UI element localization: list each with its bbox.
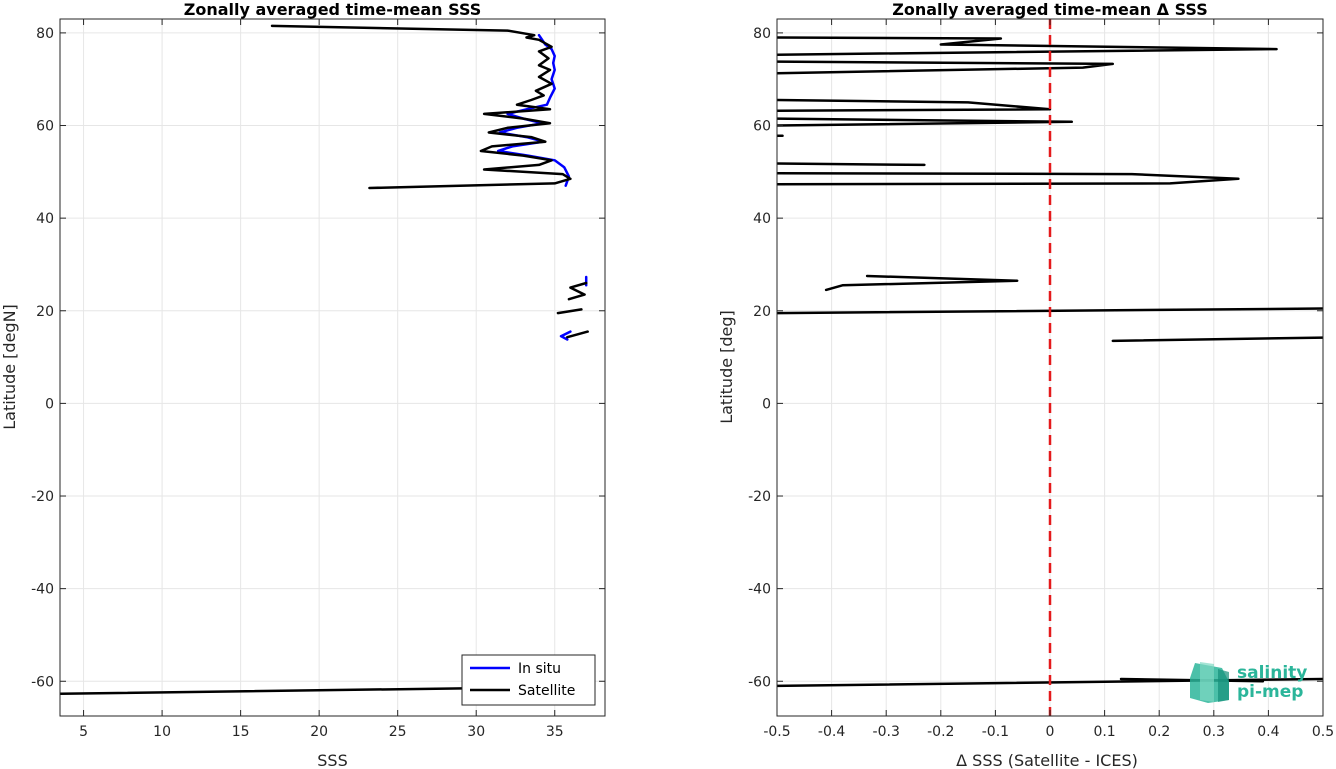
delta-sss-x-tick-label: 0.4 (1257, 724, 1279, 740)
delta-sss-y-tick-label: 60 (753, 119, 771, 135)
delta-sss-series-series-0-line (1111, 336, 1323, 343)
delta-sss-plot-area (777, 19, 1323, 716)
sss-series-in-situ-line (559, 330, 572, 341)
delta-sss-chart-title: Zonally averaged time-mean Δ SSS (892, 0, 1208, 19)
sss-ticks: 5 10 15 20 25 30 35 -60 -40 -20 0 20 40 60 80 (31, 19, 605, 740)
sss-x-tick-label: 20 (310, 724, 328, 740)
sss-x-axis-label: SSS (317, 751, 347, 769)
sss-x-tick-label: 15 (232, 724, 250, 740)
sss-x-tick-label: 30 (467, 724, 485, 740)
legend-box (461, 654, 596, 706)
sss-panel: 5 10 15 20 25 30 35 -60 -40 -20 0 20 40 60 80 Zonally … (0, 0, 606, 769)
delta-sss-x-tick-label: -0.5 (763, 724, 790, 740)
delta-sss-series-series-0-line (777, 171, 1240, 186)
sss-x-tick-label: 5 (79, 724, 88, 740)
sss-axes-frame (59, 18, 606, 717)
sss-chart-title: Zonally averaged time-mean SSS (184, 0, 482, 19)
salinity-pi-mep-logo: salinity pi-mep (1190, 662, 1307, 703)
delta-sss-x-axis-label: Δ SSS (Satellite - ICES) (956, 751, 1138, 769)
delta-sss-series-series-0-line (777, 60, 1115, 75)
delta-sss-series-series-0-line (824, 274, 1019, 292)
delta-sss-y-tick-label: -60 (748, 674, 771, 690)
delta-sss-x-tick-label: 0.3 (1203, 724, 1225, 740)
delta-sss-grid (776, 19, 1324, 716)
delta-sss-x-tick-label: -0.2 (927, 724, 954, 740)
sss-y-tick-label: -20 (31, 489, 54, 505)
sss-y-tick-label: 60 (36, 119, 54, 135)
sss-y-axis-label: Latitude [degN] (0, 304, 19, 430)
delta-sss-series-series-0-line (777, 36, 1278, 56)
delta-sss-ticks: -0.5 -0.4 -0.3 -0.2 -0.1 0 0.1 0.2 0.3 0.4 0.5 -60 -… (748, 19, 1334, 740)
sss-y-tick-label: 40 (36, 211, 54, 227)
sss-x-tick-label: 25 (389, 724, 407, 740)
sss-series-satellite-line (60, 686, 541, 696)
sss-y-tick-label: 0 (45, 396, 54, 412)
delta-sss-y-tick-label: 80 (753, 26, 771, 42)
delta-sss-y-tick-label: -40 (748, 582, 771, 598)
delta-sss-y-axis-label: Latitude [deg] (717, 310, 736, 424)
sss-plot-area (60, 24, 589, 696)
delta-sss-y-tick-label: 0 (762, 396, 771, 412)
delta-sss-series-series-0-line (777, 117, 1074, 127)
delta-sss-x-tick-label: -0.4 (818, 724, 845, 740)
logo-text-line1: salinity (1237, 663, 1307, 683)
sss-series (60, 24, 589, 696)
sss-series-satellite-line (556, 308, 583, 315)
legend-label-in-situ: In situ (518, 661, 561, 677)
delta-sss-x-tick-label: 0 (1046, 724, 1055, 740)
logo-mark-icon (1190, 662, 1229, 703)
delta-sss-x-tick-label: 0.2 (1148, 724, 1170, 740)
sss-y-tick-label: -60 (31, 674, 54, 690)
delta-sss-x-tick-label: 0.5 (1312, 724, 1334, 740)
legend: In situ Satellite (461, 654, 596, 706)
delta-sss-series-series-0-line (777, 162, 926, 167)
sss-series-satellite-line (567, 281, 588, 301)
sss-series-satellite-line (566, 330, 589, 339)
delta-sss-panel: -0.5 -0.4 -0.3 -0.2 -0.1 0 0.1 0.2 0.3 0.4 0.5 -60 -… (717, 0, 1334, 769)
delta-sss-y-tick-label: 20 (753, 304, 771, 320)
delta-sss-x-tick-label: -0.1 (982, 724, 1009, 740)
sss-series-satellite-line (270, 24, 572, 190)
sss-grid (60, 19, 605, 716)
delta-sss-x-tick-label: 0.1 (1093, 724, 1115, 740)
delta-sss-series (777, 19, 1323, 716)
sss-y-tick-label: 20 (36, 304, 54, 320)
sss-x-tick-label: 35 (546, 724, 564, 740)
legend-label-satellite: Satellite (518, 683, 575, 699)
delta-sss-x-tick-label: -0.3 (873, 724, 900, 740)
sss-x-tick-label: 10 (153, 724, 171, 740)
delta-sss-y-tick-label: -20 (748, 489, 771, 505)
delta-sss-series-series-0-line (777, 98, 1052, 112)
sss-y-tick-label: -40 (31, 582, 54, 598)
delta-sss-y-tick-label: 40 (753, 211, 771, 227)
logo-text-line2: pi-mep (1237, 682, 1303, 702)
sss-y-tick-label: 80 (36, 26, 54, 42)
